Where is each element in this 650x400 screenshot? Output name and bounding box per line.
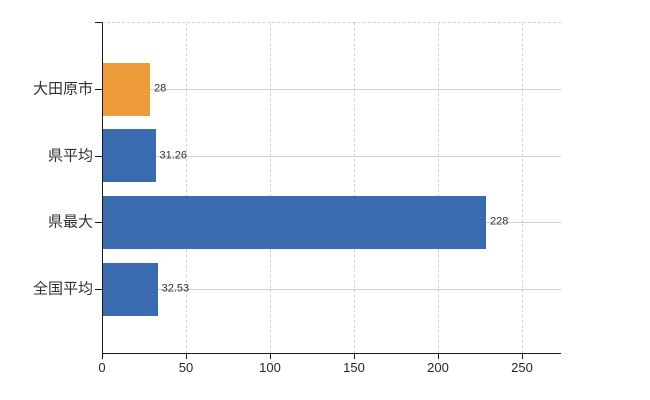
category-label: 県平均 [47,147,93,165]
x-tick-label: 150 [343,360,365,375]
y-axis-tick [95,289,102,291]
value-label: 32.53 [161,282,190,295]
vertical-gridline [186,23,187,353]
bar [103,62,151,116]
y-axis-tick [95,89,102,90]
x-axis-tick [102,354,103,359]
plot-area: 28 31.26 228 32.53 [102,22,561,354]
value-label: 28 [154,82,167,95]
x-tick-label: 250 [511,360,533,375]
bar [103,195,487,249]
x-axis-tick [270,354,271,359]
x-tick-label: 100 [259,360,281,375]
value-label: 228 [490,215,509,228]
vertical-gridline [522,23,523,353]
bar [103,262,158,316]
x-axis-tick [186,354,187,359]
horizontal-gridline [103,89,561,90]
y-axis-tick [95,222,102,224]
x-tick-label: 200 [427,360,449,375]
vertical-gridline [438,23,439,353]
category-label: 県最大 [47,213,93,231]
x-axis-tick [354,354,355,359]
x-tick-label: 50 [178,360,194,375]
category-label: 大田原市 [32,80,93,98]
x-axis-tick [522,354,523,359]
horizontal-gridline [103,289,561,291]
category-label: 全国平均 [32,280,93,298]
horizontal-gridline [103,155,561,157]
x-tick-label: 0 [98,360,106,375]
vertical-gridline [270,23,271,353]
bar [103,129,156,183]
x-axis-tick [438,354,439,359]
value-label: 31.26 [159,149,188,162]
y-axis-tick [95,155,102,157]
y-axis-top-tick [95,22,102,23]
vertical-gridline [354,23,355,353]
